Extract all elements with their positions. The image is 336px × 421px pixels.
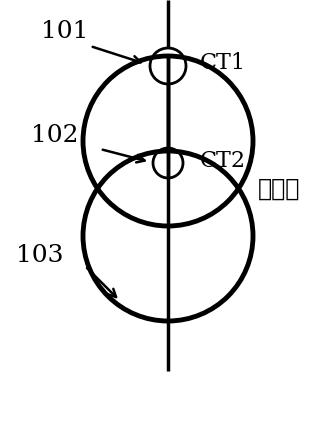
Text: CT1: CT1: [200, 52, 246, 74]
Text: 102: 102: [31, 125, 79, 147]
Text: 103: 103: [16, 245, 64, 267]
Text: CT2: CT2: [200, 150, 246, 172]
Text: 变压器: 变压器: [258, 177, 300, 201]
Text: 101: 101: [41, 19, 89, 43]
